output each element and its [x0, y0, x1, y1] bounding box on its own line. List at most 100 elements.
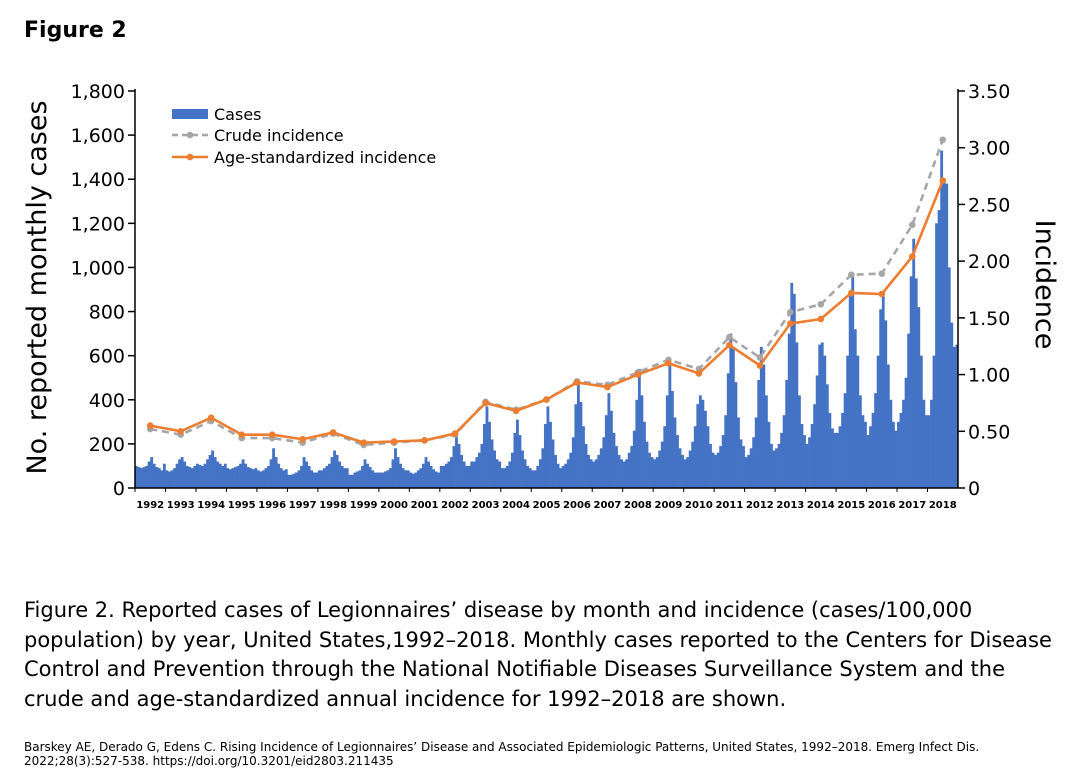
case-bar	[932, 355, 936, 488]
case-bar	[447, 461, 451, 488]
case-bar	[787, 333, 791, 488]
case-bar	[543, 424, 547, 488]
case-bar	[627, 452, 631, 488]
case-bar	[729, 333, 733, 488]
case-bar	[518, 435, 522, 488]
case-bar	[574, 404, 578, 488]
case-bar	[625, 459, 629, 488]
case-bar	[571, 437, 575, 488]
case-bar	[386, 470, 390, 488]
case-bar	[355, 471, 359, 488]
case-bar	[582, 426, 585, 488]
case-bar	[213, 457, 217, 488]
case-bar	[279, 468, 283, 488]
case-bar	[533, 470, 537, 488]
case-bar	[513, 432, 517, 488]
case-bar	[307, 465, 311, 488]
case-bar	[673, 417, 677, 488]
case-bar	[297, 470, 301, 488]
case-bar	[353, 472, 357, 488]
case-bar	[460, 454, 463, 488]
case-bar	[731, 346, 735, 488]
case-bar	[546, 406, 550, 488]
legend-cases-swatch	[172, 109, 208, 119]
case-bar	[871, 413, 875, 488]
case-bar	[813, 404, 817, 488]
case-bar	[637, 368, 641, 488]
case-bar	[429, 465, 433, 488]
case-bar	[622, 461, 626, 488]
case-bar	[394, 448, 397, 488]
case-bar	[851, 276, 855, 488]
age-standardized-incidence-point	[756, 362, 764, 369]
case-bar	[597, 454, 601, 488]
case-bar	[927, 415, 931, 488]
case-bar	[338, 461, 342, 488]
left-tick-label: 1,600	[71, 125, 125, 147]
year-label: 2013	[776, 500, 804, 511]
case-bar	[358, 470, 362, 488]
case-bar	[317, 470, 321, 488]
case-bar	[752, 437, 756, 488]
case-bar	[810, 424, 814, 488]
case-bar	[592, 461, 596, 488]
year-label: 2001	[411, 500, 439, 511]
case-bar	[744, 457, 748, 488]
case-bar	[594, 459, 598, 488]
case-bar	[208, 454, 212, 488]
case-bar	[503, 468, 507, 488]
year-label: 1995	[228, 500, 256, 511]
case-bar	[874, 393, 878, 488]
case-bar	[686, 457, 690, 488]
legend-cases-label: Cases	[214, 105, 262, 124]
case-bar	[267, 465, 270, 488]
case-bar	[305, 461, 309, 488]
year-label: 1993	[167, 500, 195, 511]
year-label: 2010	[685, 500, 713, 511]
case-bar	[165, 470, 169, 488]
case-bar	[264, 468, 268, 488]
case-bar	[693, 426, 697, 488]
case-bar	[333, 450, 336, 488]
right-axis-title: Incidence	[1029, 220, 1060, 350]
case-bar	[716, 452, 720, 488]
case-bar	[617, 454, 621, 488]
crude-incidence-point	[908, 221, 916, 229]
case-bar	[742, 446, 745, 488]
case-bar	[223, 463, 227, 488]
legend-age-label: Age-standardized incidence	[214, 148, 436, 167]
case-bar	[808, 437, 811, 488]
case-bar	[866, 435, 870, 488]
case-bar	[818, 344, 822, 488]
case-bar	[254, 468, 258, 488]
case-bar	[823, 355, 827, 488]
case-bar	[391, 459, 395, 488]
case-bar	[320, 470, 324, 488]
case-bar	[599, 448, 603, 488]
case-bar	[389, 468, 392, 488]
case-bar	[665, 395, 669, 488]
case-bar	[416, 470, 420, 488]
case-bar	[782, 415, 786, 488]
case-bar	[660, 441, 664, 488]
case-bar	[645, 441, 649, 488]
year-label: 1992	[136, 500, 164, 511]
case-bar	[302, 457, 306, 488]
case-bar	[864, 421, 867, 488]
case-bar	[282, 470, 286, 488]
age-standardized-incidence-point	[848, 289, 855, 297]
right-tick-label: 2.50	[968, 194, 1010, 216]
case-bar	[564, 463, 568, 488]
case-bar	[630, 446, 634, 488]
case-bar	[284, 469, 288, 488]
case-bar	[726, 373, 730, 488]
case-bar	[711, 452, 715, 488]
year-label: 2012	[746, 500, 774, 511]
case-bar	[348, 474, 352, 488]
case-bar	[584, 443, 588, 488]
case-bar	[437, 472, 441, 488]
case-bar	[168, 471, 171, 488]
case-bar	[251, 469, 255, 488]
case-bar	[703, 410, 707, 488]
case-bar	[734, 382, 738, 488]
